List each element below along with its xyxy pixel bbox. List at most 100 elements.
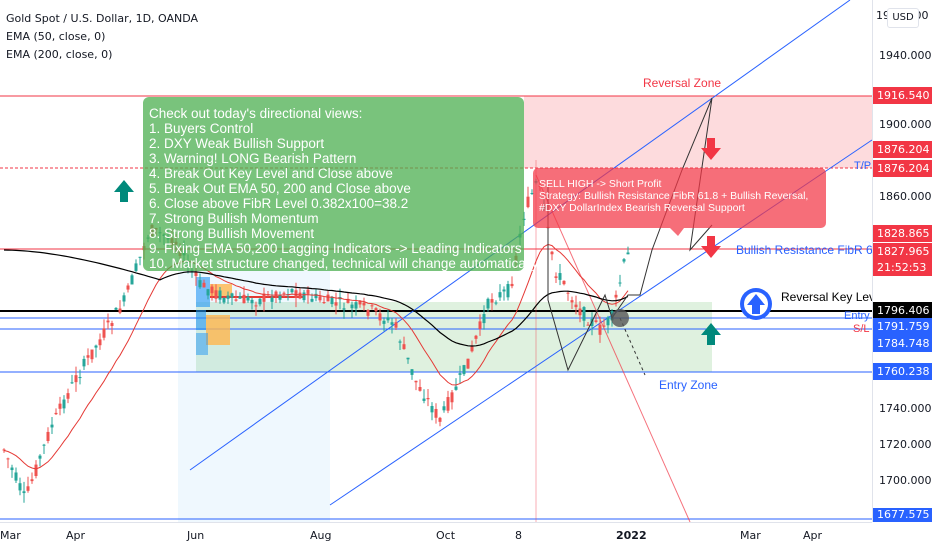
directional-views-note[interactable]: Check out today's directional views: 1. …	[143, 97, 539, 271]
candle-body	[102, 328, 106, 338]
projection-dashed[interactable]	[619, 317, 646, 376]
candle-body	[114, 307, 118, 310]
candle-body	[602, 325, 606, 327]
candle-body	[454, 386, 458, 390]
candle-body	[362, 302, 366, 306]
volume-profile	[196, 277, 232, 355]
candle-body	[310, 298, 314, 302]
candle-body	[206, 289, 210, 296]
arrow-down-icon[interactable]	[701, 138, 721, 160]
candle-body	[442, 406, 446, 411]
entry-zone-label[interactable]: Entry Zone	[659, 378, 718, 392]
ema-50-line[interactable]	[3, 243, 629, 470]
candle-body	[598, 324, 602, 335]
sl-label[interactable]: S/L	[853, 323, 870, 335]
time-tick: Mar	[0, 529, 21, 542]
ema200-legend[interactable]: EMA (200, close, 0)	[6, 48, 113, 61]
candle-body	[14, 472, 18, 481]
tp-label[interactable]: T/P	[854, 160, 872, 172]
candle-body	[118, 308, 122, 313]
candle-body	[526, 196, 530, 208]
ema50-legend[interactable]: EMA (50, close, 0)	[6, 30, 106, 43]
candle-body	[278, 294, 282, 300]
candle-body	[502, 289, 506, 292]
entry-point-marker[interactable]	[611, 309, 629, 327]
candle-body	[406, 357, 410, 360]
price-label-last: 1827.965	[873, 243, 932, 260]
candle-body	[566, 292, 570, 294]
candle-body	[618, 282, 622, 284]
entry-label[interactable]: Entry	[844, 310, 870, 322]
candle-body	[622, 259, 626, 262]
volume-profile-area	[178, 270, 330, 522]
candle-body	[318, 296, 322, 301]
candle-body	[134, 263, 138, 271]
candle-body	[50, 424, 54, 428]
note-line: 2. DXY Weak Bullish Support	[149, 136, 325, 151]
candle-body	[58, 403, 62, 409]
candle-body	[214, 290, 218, 299]
candle-body	[606, 317, 610, 326]
arrow-down-icon[interactable]	[701, 236, 721, 258]
price-label-entry-zone: 1760.238	[873, 363, 932, 380]
candle-body	[26, 486, 30, 491]
note-line: 7. Strong Bullish Momentum	[149, 211, 319, 226]
note-line: 4. Break Out Key Level and Close above	[149, 166, 393, 181]
candle-body	[282, 292, 286, 294]
candle-body	[202, 282, 206, 288]
candle-body	[94, 345, 98, 348]
candle-body	[490, 299, 494, 303]
currency-button[interactable]: USD	[887, 8, 919, 28]
candle-body	[466, 358, 470, 369]
candle-body	[86, 355, 90, 358]
sell-high-callout[interactable]: SELL HIGH -> Short Profit Strategy: Bull…	[533, 168, 826, 228]
candle-body	[410, 369, 414, 375]
candle-body	[426, 398, 430, 400]
candle-body	[482, 314, 486, 324]
ema-200-line[interactable]	[3, 249, 629, 347]
candle-body	[450, 392, 454, 403]
circle-arrow-up-icon[interactable]	[740, 288, 772, 320]
candle-body	[46, 431, 50, 441]
projection-zigzag[interactable]	[547, 97, 713, 372]
candle-body	[78, 377, 82, 379]
note-line: 3. Warning! LONG Bearish Pattern	[149, 151, 357, 166]
candle-body	[106, 320, 110, 323]
candle-body	[522, 218, 526, 221]
candle-body	[626, 252, 630, 255]
candle-body	[478, 321, 482, 329]
time-tick: Apr	[66, 529, 86, 542]
candle-body	[558, 273, 562, 280]
candle-body	[226, 295, 230, 299]
candle-body	[390, 322, 394, 325]
candle-body	[470, 346, 474, 352]
candle-body	[74, 375, 78, 383]
red-diagonal[interactable]	[535, 174, 691, 523]
candle-body	[574, 304, 578, 308]
arrow-up-icon[interactable]	[114, 180, 134, 202]
arrow-up-icon[interactable]	[701, 323, 721, 345]
candle-body	[418, 387, 422, 391]
reversal-key-level-label[interactable]: Reversal Key Level	[781, 290, 885, 304]
candle-body	[402, 344, 406, 350]
note-line: 10. Market structure changed, technical …	[149, 256, 539, 271]
time-axis[interactable]: Mar Apr Jun Aug Oct 8 2022 Mar Apr	[0, 522, 872, 551]
candle-body	[346, 298, 350, 303]
candle-body	[38, 455, 42, 459]
symbol-title[interactable]: Gold Spot / U.S. Dollar, 1D, OANDA	[6, 12, 199, 25]
candle-body	[62, 399, 66, 409]
reversal-zone-label[interactable]: Reversal Zone	[643, 76, 722, 90]
time-tick: Jun	[187, 529, 205, 542]
price-axis[interactable]: 1940.000 1900.000 1860.000 1740.000 1720…	[872, 0, 932, 522]
candle-body	[218, 290, 222, 300]
candle-body	[42, 444, 46, 446]
candle-body	[110, 323, 114, 326]
price-label-reversal: 1916.540	[873, 87, 932, 104]
candle-body	[398, 341, 402, 343]
bullish-resistance-label[interactable]: Bullish Resistance FibR 61.8	[736, 243, 890, 257]
price-label-tp2: 1876.204	[873, 160, 932, 177]
note-line: 6. Close above FibR Level 0.382x100=38.2	[149, 196, 409, 211]
candle-body	[22, 491, 26, 494]
candle-body	[594, 320, 598, 322]
